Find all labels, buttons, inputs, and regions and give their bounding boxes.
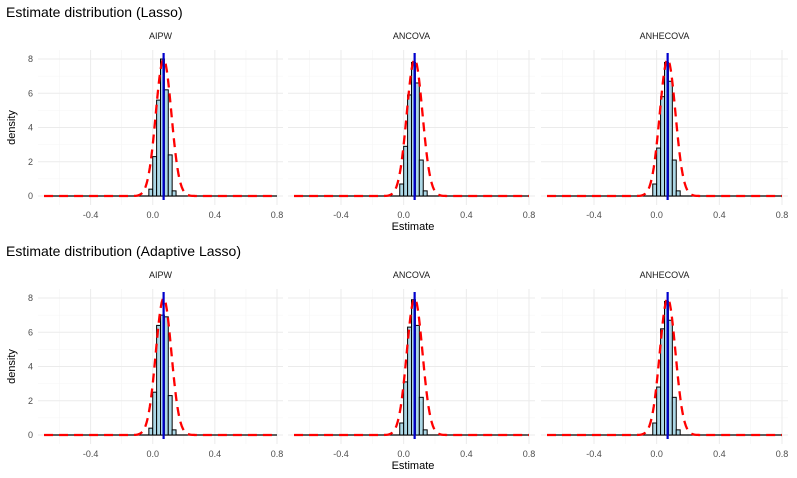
chart-title: Estimate distribution (Lasso) (6, 4, 183, 20)
histogram-bar (422, 429, 428, 436)
histogram-bar (652, 183, 658, 197)
y-axis-title: density (6, 110, 18, 145)
histogram-bar (171, 190, 177, 197)
x-tick-label: -0.4 (83, 210, 99, 220)
density-curve (294, 57, 529, 198)
facet-panel-anhecova: ANHECOVA -0.4 0.0 0.4 0.8 (541, 31, 788, 220)
x-tick-label: 0.8 (776, 449, 789, 459)
x-tick-label: 0.4 (460, 210, 473, 220)
histogram-bar (156, 324, 162, 436)
histogram-bar (414, 82, 420, 197)
x-tick-label: -0.4 (333, 449, 349, 459)
facet-strip-label: ANHECOVA (640, 270, 690, 280)
facet-strip-label: AIPW (149, 31, 173, 41)
histogram-bar (167, 154, 173, 197)
histogram-bar (163, 316, 169, 436)
y-tick-label: 8 (28, 293, 33, 303)
histogram-bar (399, 183, 405, 197)
histogram-bar (407, 326, 413, 436)
x-tick-label: 0.0 (397, 449, 410, 459)
density-curve (44, 57, 277, 198)
x-tick-label: 0.8 (776, 210, 789, 220)
x-tick-label: 0.0 (146, 449, 159, 459)
histogram-bar (163, 89, 169, 197)
y-tick-label: 6 (28, 88, 33, 98)
density-curve (44, 296, 277, 437)
x-axis-title: Estimate (392, 221, 435, 233)
x-tick-label: 0.0 (146, 210, 159, 220)
histogram-bar (156, 99, 162, 197)
facet-panel-anhecova: ANHECOVA -0.4 0.0 0.4 0.8 (541, 270, 788, 459)
histogram-bar (399, 422, 405, 436)
facet-panel-ancova: ANCOVA -0.4 0.0 0.4 0.8 (288, 270, 535, 459)
x-tick-label: 0.8 (523, 449, 536, 459)
x-tick-label: -0.4 (586, 210, 602, 220)
histogram-bar (152, 156, 158, 197)
histogram-bar (148, 427, 154, 436)
density-curve (547, 296, 782, 437)
histogram-bar (667, 319, 673, 436)
histogram-bar (414, 324, 420, 436)
facet-strip-label: ANCOVA (393, 31, 430, 41)
x-tick-label: -0.4 (83, 449, 99, 459)
histogram-bar (418, 159, 424, 197)
y-tick-label: 0 (28, 430, 33, 440)
x-tick-label: 0.4 (209, 210, 222, 220)
x-tick-label: 0.4 (713, 210, 726, 220)
x-tick-label: 0.4 (713, 449, 726, 459)
histogram-bar (403, 145, 409, 197)
x-axis-title: Estimate (392, 460, 435, 472)
facet-strip-label: ANCOVA (393, 270, 430, 280)
histogram-bar (671, 396, 677, 436)
x-tick-label: 0.4 (460, 449, 473, 459)
histogram-bar (656, 386, 662, 436)
facet-panel-aipw: AIPW -0.4 0.0 0.4 0.8 (38, 270, 283, 459)
facet-panel-ancova: ANCOVA -0.4 0.0 0.4 0.8 (288, 31, 535, 220)
histogram-bar (152, 391, 158, 436)
histogram-bar (675, 190, 681, 197)
histogram-bar (652, 422, 658, 436)
chart-title: Estimate distribution (Adaptive Lasso) (6, 243, 241, 259)
facet-strip-label: AIPW (149, 270, 173, 280)
histogram-bar (167, 395, 173, 436)
y-tick-label: 4 (28, 362, 33, 372)
y-tick-label: 6 (28, 327, 33, 337)
y-tick-label: 2 (28, 396, 33, 406)
x-tick-label: 0.4 (209, 449, 222, 459)
y-tick-label: 2 (28, 157, 33, 167)
y-axis-title: density (6, 349, 18, 384)
histogram-bar (675, 429, 681, 436)
y-tick-label: 0 (28, 191, 33, 201)
density-curve (294, 296, 529, 437)
x-tick-label: 0.8 (271, 210, 284, 220)
x-tick-label: 0.0 (650, 449, 663, 459)
x-tick-label: 0.0 (650, 210, 663, 220)
x-tick-label: -0.4 (586, 449, 602, 459)
histogram-bar (667, 80, 673, 197)
y-tick-label: 4 (28, 123, 33, 133)
x-tick-label: 0.0 (397, 210, 410, 220)
histogram-bar (422, 190, 428, 197)
facet-panel-aipw: AIPW -0.4 0.0 0.4 0.8 (38, 31, 283, 220)
histogram-bar (418, 396, 424, 436)
histogram-bar (171, 429, 177, 436)
histogram-bar (148, 188, 154, 197)
x-tick-label: 0.8 (271, 449, 284, 459)
x-tick-label: 0.8 (523, 210, 536, 220)
density-curve (547, 57, 782, 198)
facet-strip-label: ANHECOVA (640, 31, 690, 41)
x-tick-label: -0.4 (333, 210, 349, 220)
histogram-bar (660, 96, 665, 197)
chart-block-2: Estimate distribution (Adaptive Lasso) de… (6, 243, 788, 472)
histogram-bar (403, 381, 409, 436)
histogram-bar (671, 159, 677, 197)
histogram-bar (656, 147, 662, 197)
y-tick-label: 8 (28, 54, 33, 64)
chart-block-1: Estimate distribution (Lasso) density Esti… (6, 4, 788, 233)
